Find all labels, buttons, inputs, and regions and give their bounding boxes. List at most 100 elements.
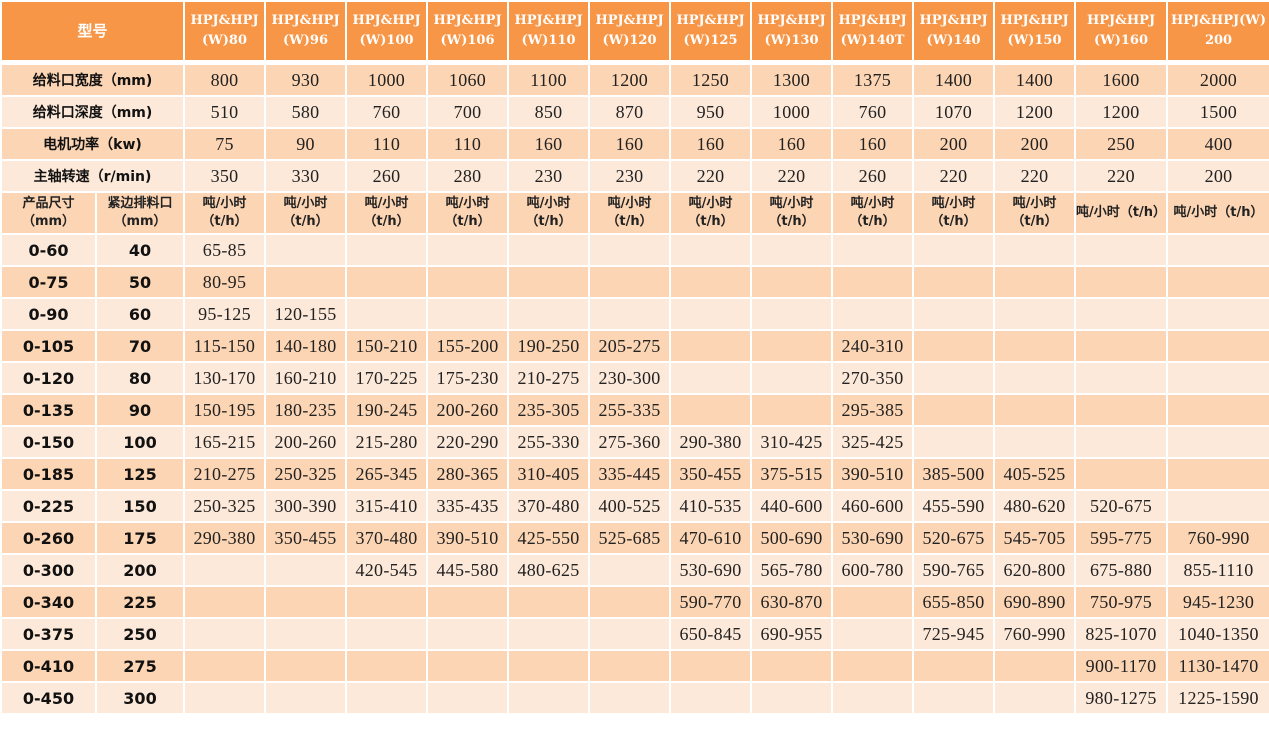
capacity-value: 520-675 <box>912 521 996 555</box>
capacity-value: 310-425 <box>750 425 834 459</box>
product-size: 0-135 <box>0 393 97 427</box>
capacity-value: 210-275 <box>183 457 267 491</box>
capacity-value <box>912 361 996 395</box>
capacity-value <box>264 681 348 715</box>
capacity-value <box>507 265 591 299</box>
capacity-value: 650-845 <box>669 617 753 651</box>
capacity-value: 470-610 <box>669 521 753 555</box>
spec-value: 200 <box>1166 159 1269 193</box>
capacity-value: 690-890 <box>993 585 1077 619</box>
spec-value: 1000 <box>750 95 834 129</box>
capacity-value: 255-335 <box>588 393 672 427</box>
table-row: 0-105 70 115-150 140-180 150-210 155-200 190-2… <box>0 329 1269 363</box>
spec-value: 930 <box>264 61 348 97</box>
capacity-value <box>588 265 672 299</box>
spec-value: 1060 <box>426 61 510 97</box>
capacity-value: 350-455 <box>264 521 348 555</box>
capacity-value <box>183 585 267 619</box>
spec-value: 160 <box>831 127 915 161</box>
capacity-value <box>831 585 915 619</box>
capacity-value <box>669 329 753 363</box>
capacity-value: 410-535 <box>669 489 753 523</box>
discharge-setting: 175 <box>94 521 186 555</box>
capacity-value: 80-95 <box>183 265 267 299</box>
capacity-value: 265-345 <box>345 457 429 491</box>
spec-value: 1200 <box>1074 95 1169 129</box>
capacity-value <box>912 393 996 427</box>
capacity-value <box>507 233 591 267</box>
capacity-value: 65-85 <box>183 233 267 267</box>
capacity-value <box>1166 489 1269 523</box>
capacity-value <box>1074 457 1169 491</box>
capacity-value: 595-775 <box>1074 521 1169 555</box>
capacity-value <box>912 649 996 683</box>
spec-value: 1000 <box>345 61 429 97</box>
capacity-value: 290-380 <box>183 521 267 555</box>
capacity-value <box>1074 265 1169 299</box>
size-unit-header: 产品尺寸（mm） <box>0 191 97 235</box>
capacity-value <box>669 265 753 299</box>
capacity-value: 235-305 <box>507 393 591 427</box>
capacity-value: 350-455 <box>669 457 753 491</box>
spec-value: 220 <box>750 159 834 193</box>
table-row: 0-90 60 95-125 120-155 <box>0 297 1269 331</box>
capacity-value: 590-770 <box>669 585 753 619</box>
spec-value: 260 <box>831 159 915 193</box>
model-header: HPJ&HPJ(W)140T <box>831 0 915 64</box>
capacity-unit-header: 吨/小时（t/h） <box>831 191 915 235</box>
capacity-value <box>912 425 996 459</box>
capacity-value <box>264 649 348 683</box>
capacity-value: 530-690 <box>831 521 915 555</box>
spec-value: 400 <box>1166 127 1269 161</box>
spec-value: 160 <box>507 127 591 161</box>
spec-label: 给料口宽度（mm) <box>0 61 186 97</box>
capacity-value: 165-215 <box>183 425 267 459</box>
capacity-value: 130-170 <box>183 361 267 395</box>
product-size: 0-260 <box>0 521 97 555</box>
capacity-value <box>345 585 429 619</box>
capacity-value: 120-155 <box>264 297 348 331</box>
capacity-value: 760-990 <box>993 617 1077 651</box>
capacity-value <box>345 617 429 651</box>
capacity-value <box>669 649 753 683</box>
capacity-value: 370-480 <box>345 521 429 555</box>
capacity-value: 240-310 <box>831 329 915 363</box>
capacity-value: 115-150 <box>183 329 267 363</box>
capacity-value <box>750 297 834 331</box>
product-size: 0-300 <box>0 553 97 587</box>
capacity-value <box>507 617 591 651</box>
model-header: HPJ&HPJ(W)80 <box>183 0 267 64</box>
capacity-value <box>993 393 1077 427</box>
spec-value: 580 <box>264 95 348 129</box>
capacity-value <box>264 233 348 267</box>
capacity-value <box>588 585 672 619</box>
discharge-setting: 250 <box>94 617 186 651</box>
spec-value: 160 <box>669 127 753 161</box>
capacity-value: 160-210 <box>264 361 348 395</box>
discharge-setting: 125 <box>94 457 186 491</box>
capacity-value: 1040-1350 <box>1166 617 1269 651</box>
capacity-value <box>345 297 429 331</box>
capacity-value: 270-350 <box>831 361 915 395</box>
model-header: HPJ&HPJ(W)140 <box>912 0 996 64</box>
capacity-value: 150-210 <box>345 329 429 363</box>
capacity-value <box>345 649 429 683</box>
spec-label: 主轴转速（r/min) <box>0 159 186 193</box>
capacity-value <box>588 553 672 587</box>
spec-value: 350 <box>183 159 267 193</box>
product-size: 0-340 <box>0 585 97 619</box>
capacity-value: 385-500 <box>912 457 996 491</box>
capacity-unit-header: 吨/小时（t/h） <box>426 191 510 235</box>
capacity-value <box>993 297 1077 331</box>
discharge-setting: 200 <box>94 553 186 587</box>
table-row: 0-185 125 210-275 250-325 265-345 280-365 310-… <box>0 457 1269 491</box>
product-size: 0-450 <box>0 681 97 715</box>
capacity-value: 900-1170 <box>1074 649 1169 683</box>
model-header: HPJ&HPJ(W)120 <box>588 0 672 64</box>
capacity-value: 255-330 <box>507 425 591 459</box>
product-size: 0-410 <box>0 649 97 683</box>
capacity-value <box>426 297 510 331</box>
model-header: HPJ&HPJ(W)125 <box>669 0 753 64</box>
capacity-value <box>912 329 996 363</box>
spec-value: 260 <box>345 159 429 193</box>
